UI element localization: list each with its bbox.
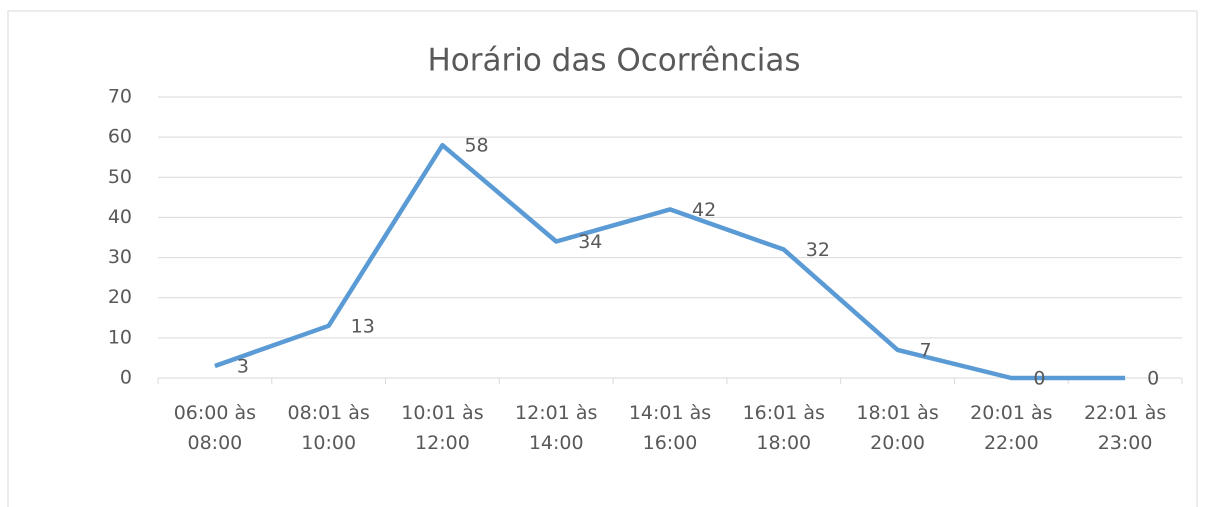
x-tick-label: 06:00 às 08:00 <box>174 402 256 454</box>
y-tick-label: 60 <box>108 126 132 148</box>
data-label: 3 <box>237 355 249 377</box>
x-tick-label: 14:01 às 16:00 <box>629 402 711 454</box>
data-label: 13 <box>351 315 375 337</box>
chart-title: Horário das Ocorrências <box>427 43 800 79</box>
y-tick-label: 30 <box>108 246 132 268</box>
data-label: 42 <box>692 199 716 221</box>
x-tick-label: 10:01 às 12:00 <box>401 402 483 454</box>
data-label: 7 <box>920 339 932 361</box>
x-tick-label: 22:01 às 23:00 <box>1084 402 1166 454</box>
y-tick-label: 20 <box>108 286 132 308</box>
y-tick-label: 0 <box>120 367 132 389</box>
data-label: 32 <box>806 239 830 261</box>
y-tick-label: 40 <box>108 206 132 228</box>
y-tick-label: 10 <box>108 326 132 348</box>
line-series <box>214 142 1126 381</box>
x-tick-label: 12:01 às 14:00 <box>515 402 597 454</box>
data-label: 58 <box>464 135 488 157</box>
x-tick-label: 08:01 às 10:00 <box>287 402 369 454</box>
x-tick-label: 18:01 às 20:00 <box>856 402 938 454</box>
data-label: 34 <box>578 231 602 253</box>
x-tick-label: 20:01 às 22:00 <box>970 402 1052 454</box>
y-tick-label: 70 <box>108 86 132 108</box>
data-label: 0 <box>1033 368 1045 390</box>
chart-frame <box>7 10 1198 507</box>
x-tick-label: 16:01 às 18:00 <box>743 402 825 454</box>
y-tick-label: 50 <box>108 166 132 188</box>
data-label: 0 <box>1147 368 1159 390</box>
